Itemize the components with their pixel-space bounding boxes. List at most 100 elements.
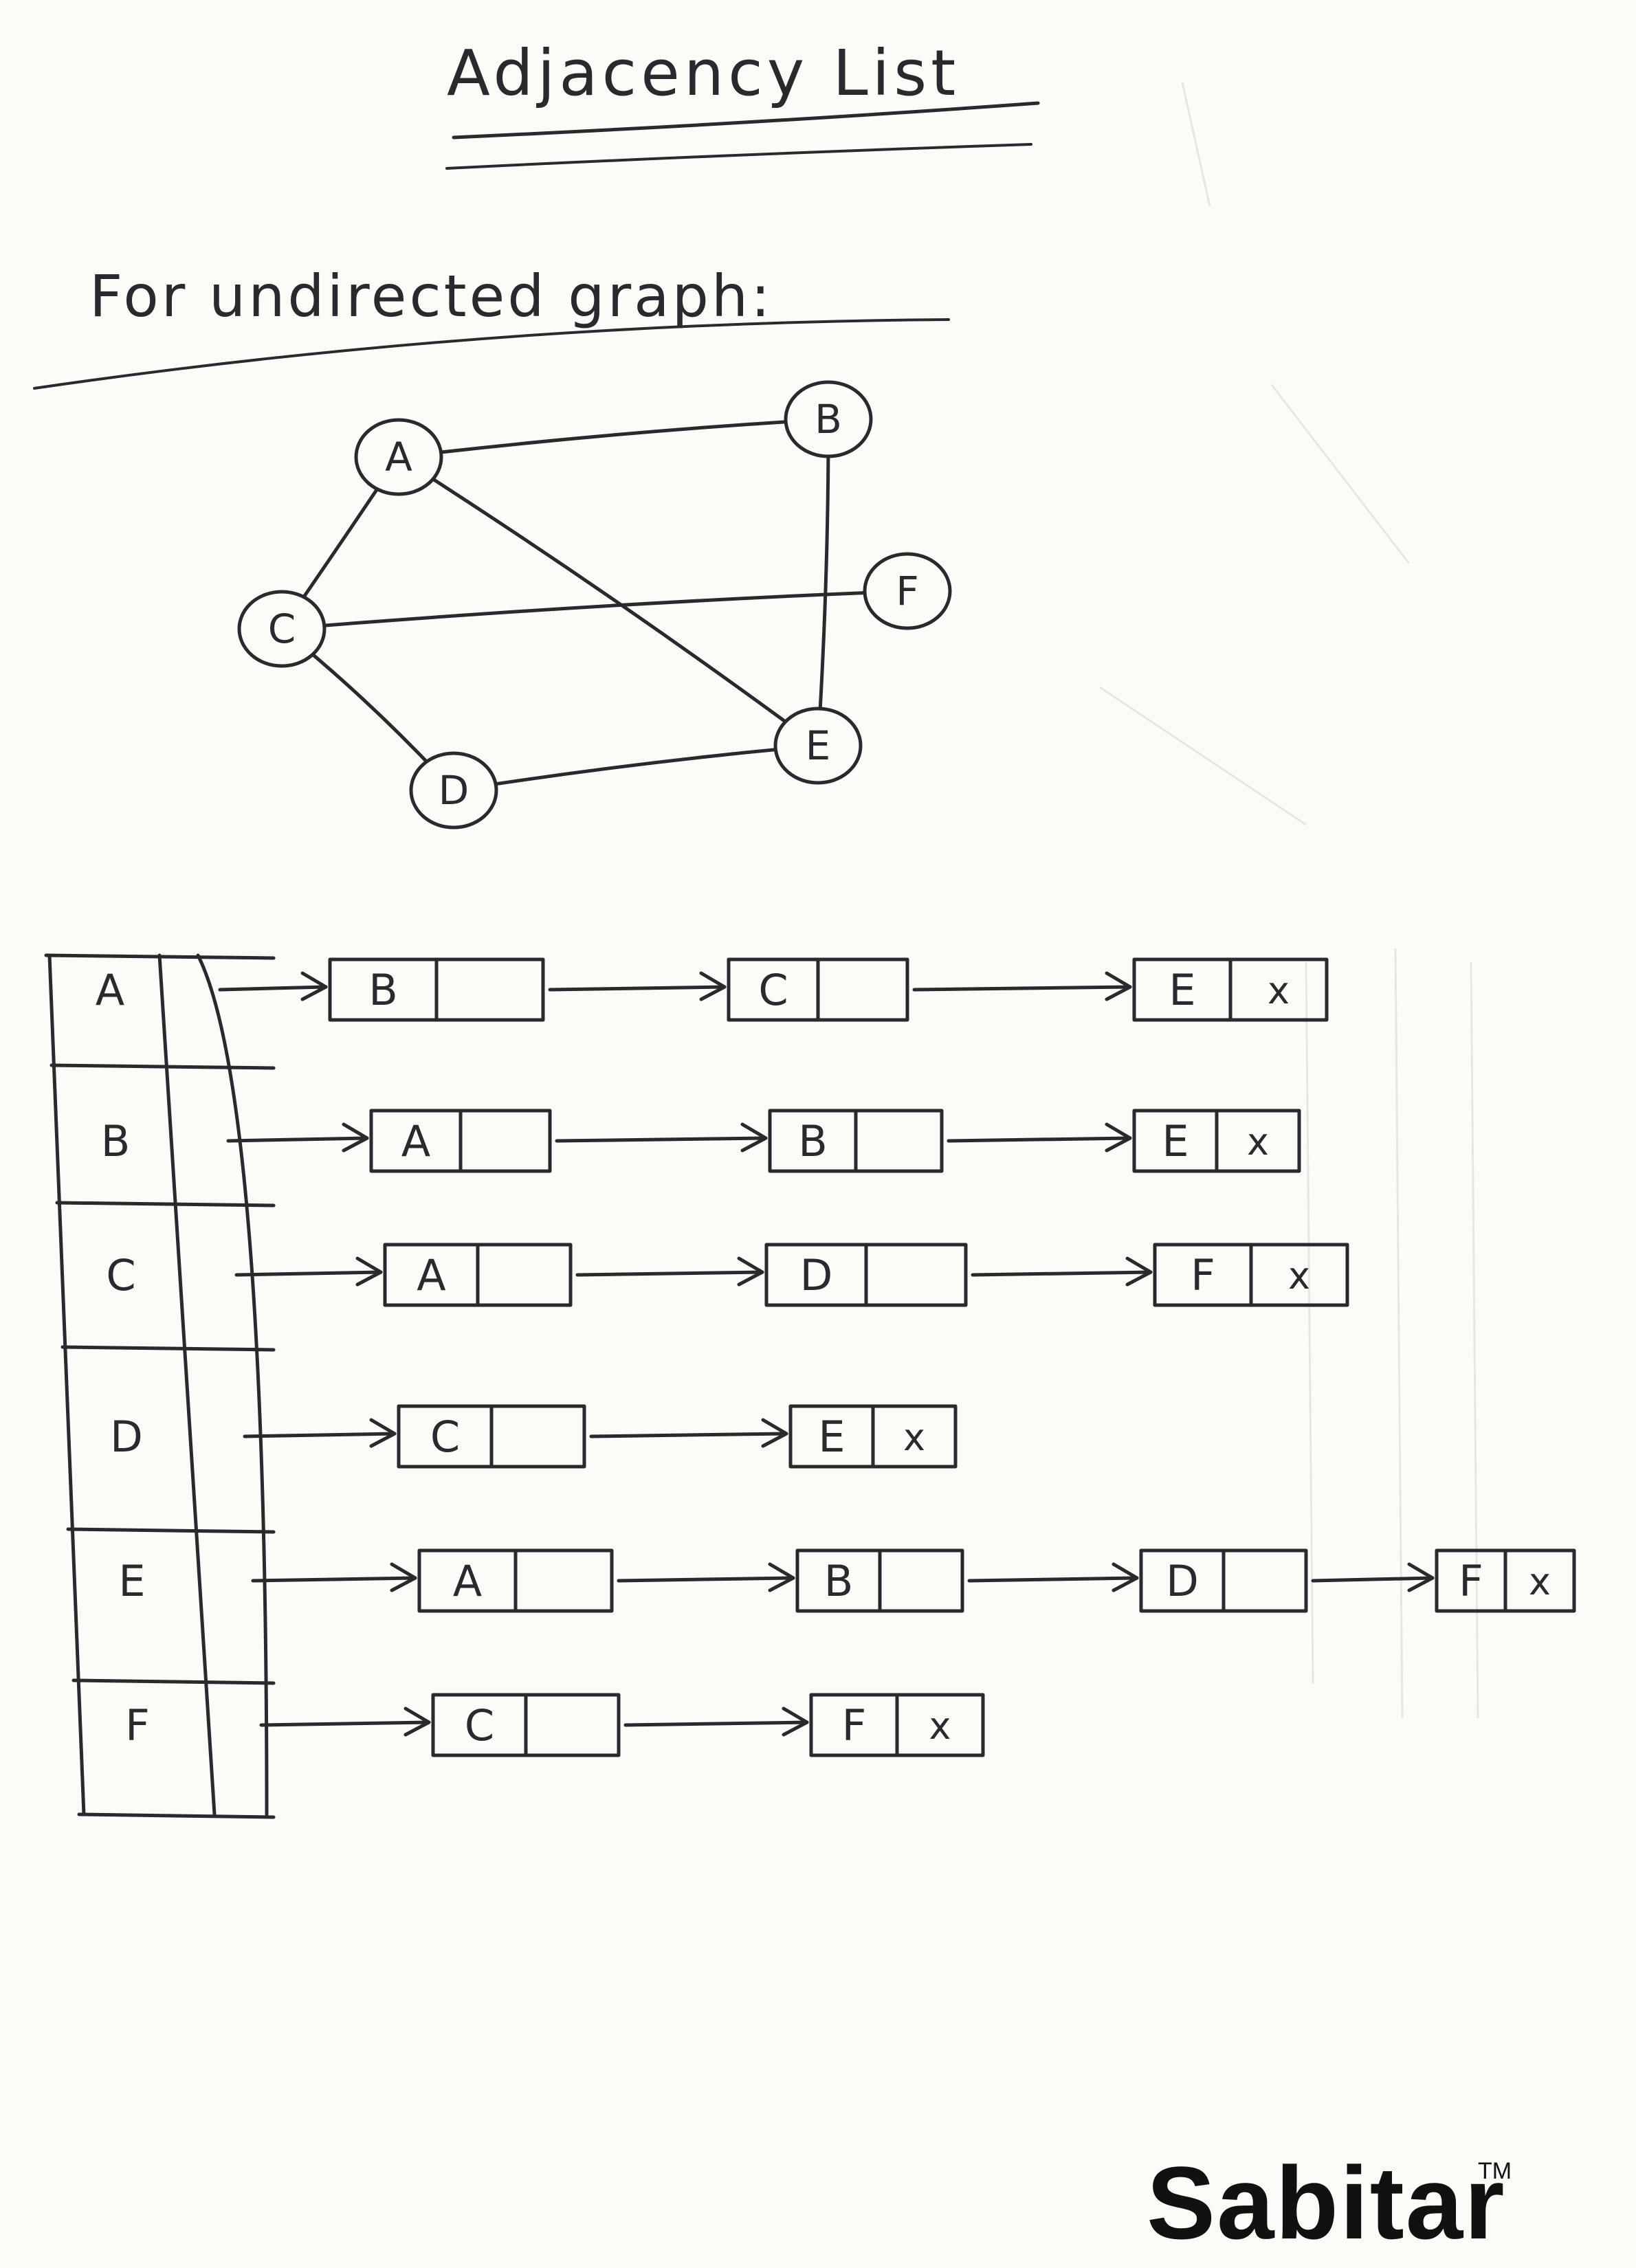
node-value-E-B: B xyxy=(824,1556,854,1606)
arrowhead-E-1 xyxy=(768,1562,795,1592)
node-value-A-E: E xyxy=(1169,965,1195,1015)
pointer-arrow-A-1 xyxy=(548,985,727,992)
node-label-D: D xyxy=(439,767,469,814)
edge-A-E xyxy=(397,455,820,748)
vertex-label-E: E xyxy=(118,1556,145,1606)
node-label-F: F xyxy=(896,568,918,614)
subtitle-text: For undirected graph: xyxy=(89,263,773,330)
table-row-divider xyxy=(60,1345,276,1352)
pointer-arrow-F-0 xyxy=(259,1720,431,1727)
node-value-B-E: E xyxy=(1162,1116,1189,1166)
pointer-arrow-D-1 xyxy=(589,1432,788,1438)
title-text: Adjacency List xyxy=(447,36,960,110)
vertex-label-F: F xyxy=(125,1700,150,1750)
table-row-divider xyxy=(55,1201,276,1208)
node-value-F-F: F xyxy=(842,1700,867,1750)
arrowhead-E-0 xyxy=(390,1562,417,1592)
node-value-D-C: C xyxy=(430,1412,460,1462)
edge-A-B xyxy=(397,417,830,459)
arrowhead-B-1 xyxy=(740,1122,768,1153)
node-value-A-B: B xyxy=(368,965,398,1015)
table-row-divider xyxy=(49,1063,276,1070)
arrowhead-A-1 xyxy=(699,971,727,1001)
title: Adjacency List xyxy=(445,36,1040,170)
null-pointer-A: x xyxy=(1268,969,1290,1012)
vertex-label-B: B xyxy=(101,1116,131,1166)
pointer-arrow-E-3 xyxy=(1311,1576,1435,1583)
arrowhead-B-0 xyxy=(342,1122,369,1153)
pointer-arrow-A-2 xyxy=(912,985,1132,992)
arrowhead-C-2 xyxy=(1125,1256,1153,1287)
node-label-A: A xyxy=(385,434,412,480)
null-pointer-C: x xyxy=(1288,1254,1310,1298)
arrowhead-B-2 xyxy=(1105,1122,1132,1153)
pointer-arrow-E-0 xyxy=(251,1576,417,1583)
node-value-E-D: D xyxy=(1166,1556,1199,1606)
pointer-arrow-E-1 xyxy=(617,1576,795,1583)
arrowhead-F-1 xyxy=(782,1706,809,1737)
edge-B-E xyxy=(816,417,830,748)
arrowhead-C-0 xyxy=(355,1256,383,1287)
table-row-divider xyxy=(71,1678,276,1685)
node-value-E-A: A xyxy=(453,1556,482,1606)
null-pointer-E: x xyxy=(1529,1560,1551,1603)
graph-nodes: A B C D E F xyxy=(237,380,952,830)
arrowhead-E-2 xyxy=(1112,1562,1139,1592)
bleed-through-marks xyxy=(1099,82,1479,1719)
node-E xyxy=(773,707,863,785)
node-value-C-A: A xyxy=(417,1250,445,1300)
edge-D-E xyxy=(452,744,820,792)
table-right-border xyxy=(196,953,269,1816)
vertex-label-A: A xyxy=(96,965,124,1015)
node-B xyxy=(784,380,873,458)
arrowhead-E-3 xyxy=(1407,1562,1435,1592)
vertex-label-D: D xyxy=(110,1412,143,1462)
arrowhead-F-0 xyxy=(404,1706,431,1737)
brand-logo: Sabitar xyxy=(1147,2145,1506,2260)
pointer-arrow-A-0 xyxy=(218,985,328,992)
graph-diagram: A B C D E F xyxy=(237,380,952,830)
node-value-B-B: B xyxy=(798,1116,828,1166)
node-value-A-C: C xyxy=(758,965,788,1015)
pointer-arrow-B-0 xyxy=(226,1136,369,1143)
edge-C-F xyxy=(280,589,909,631)
null-pointer-F: x xyxy=(929,1704,951,1748)
pointer-arrow-C-0 xyxy=(234,1270,383,1277)
node-label-C: C xyxy=(268,605,296,652)
node-label-E: E xyxy=(806,722,831,769)
pointer-arrow-D-0 xyxy=(243,1432,397,1438)
node-C xyxy=(237,590,327,668)
pointer-arrow-E-2 xyxy=(967,1576,1139,1583)
subtitle: For undirected graph: xyxy=(33,263,950,390)
table-row-divider xyxy=(77,1812,276,1819)
brand-trademark: TM xyxy=(1478,2158,1512,2184)
vertex-label-C: C xyxy=(106,1250,135,1300)
table-left-border xyxy=(47,953,86,1816)
pointer-arrow-F-1 xyxy=(623,1720,809,1727)
node-value-C-F: F xyxy=(1191,1250,1215,1300)
arrowhead-D-1 xyxy=(761,1418,788,1448)
pointer-arrow-B-1 xyxy=(555,1136,768,1143)
pointer-arrow-C-2 xyxy=(971,1270,1153,1277)
arrowhead-C-1 xyxy=(737,1256,764,1287)
pointer-arrow-B-2 xyxy=(947,1136,1132,1143)
null-pointer-B: x xyxy=(1247,1120,1269,1164)
vertex-table xyxy=(44,953,276,1819)
table-row-divider xyxy=(66,1527,276,1534)
table-middle-border xyxy=(157,953,217,1816)
node-D xyxy=(409,751,498,830)
arrowhead-A-0 xyxy=(300,971,328,1001)
node-value-C-D: D xyxy=(800,1250,833,1300)
node-F xyxy=(863,552,952,630)
node-value-D-E: E xyxy=(818,1412,845,1462)
node-A xyxy=(354,418,443,496)
